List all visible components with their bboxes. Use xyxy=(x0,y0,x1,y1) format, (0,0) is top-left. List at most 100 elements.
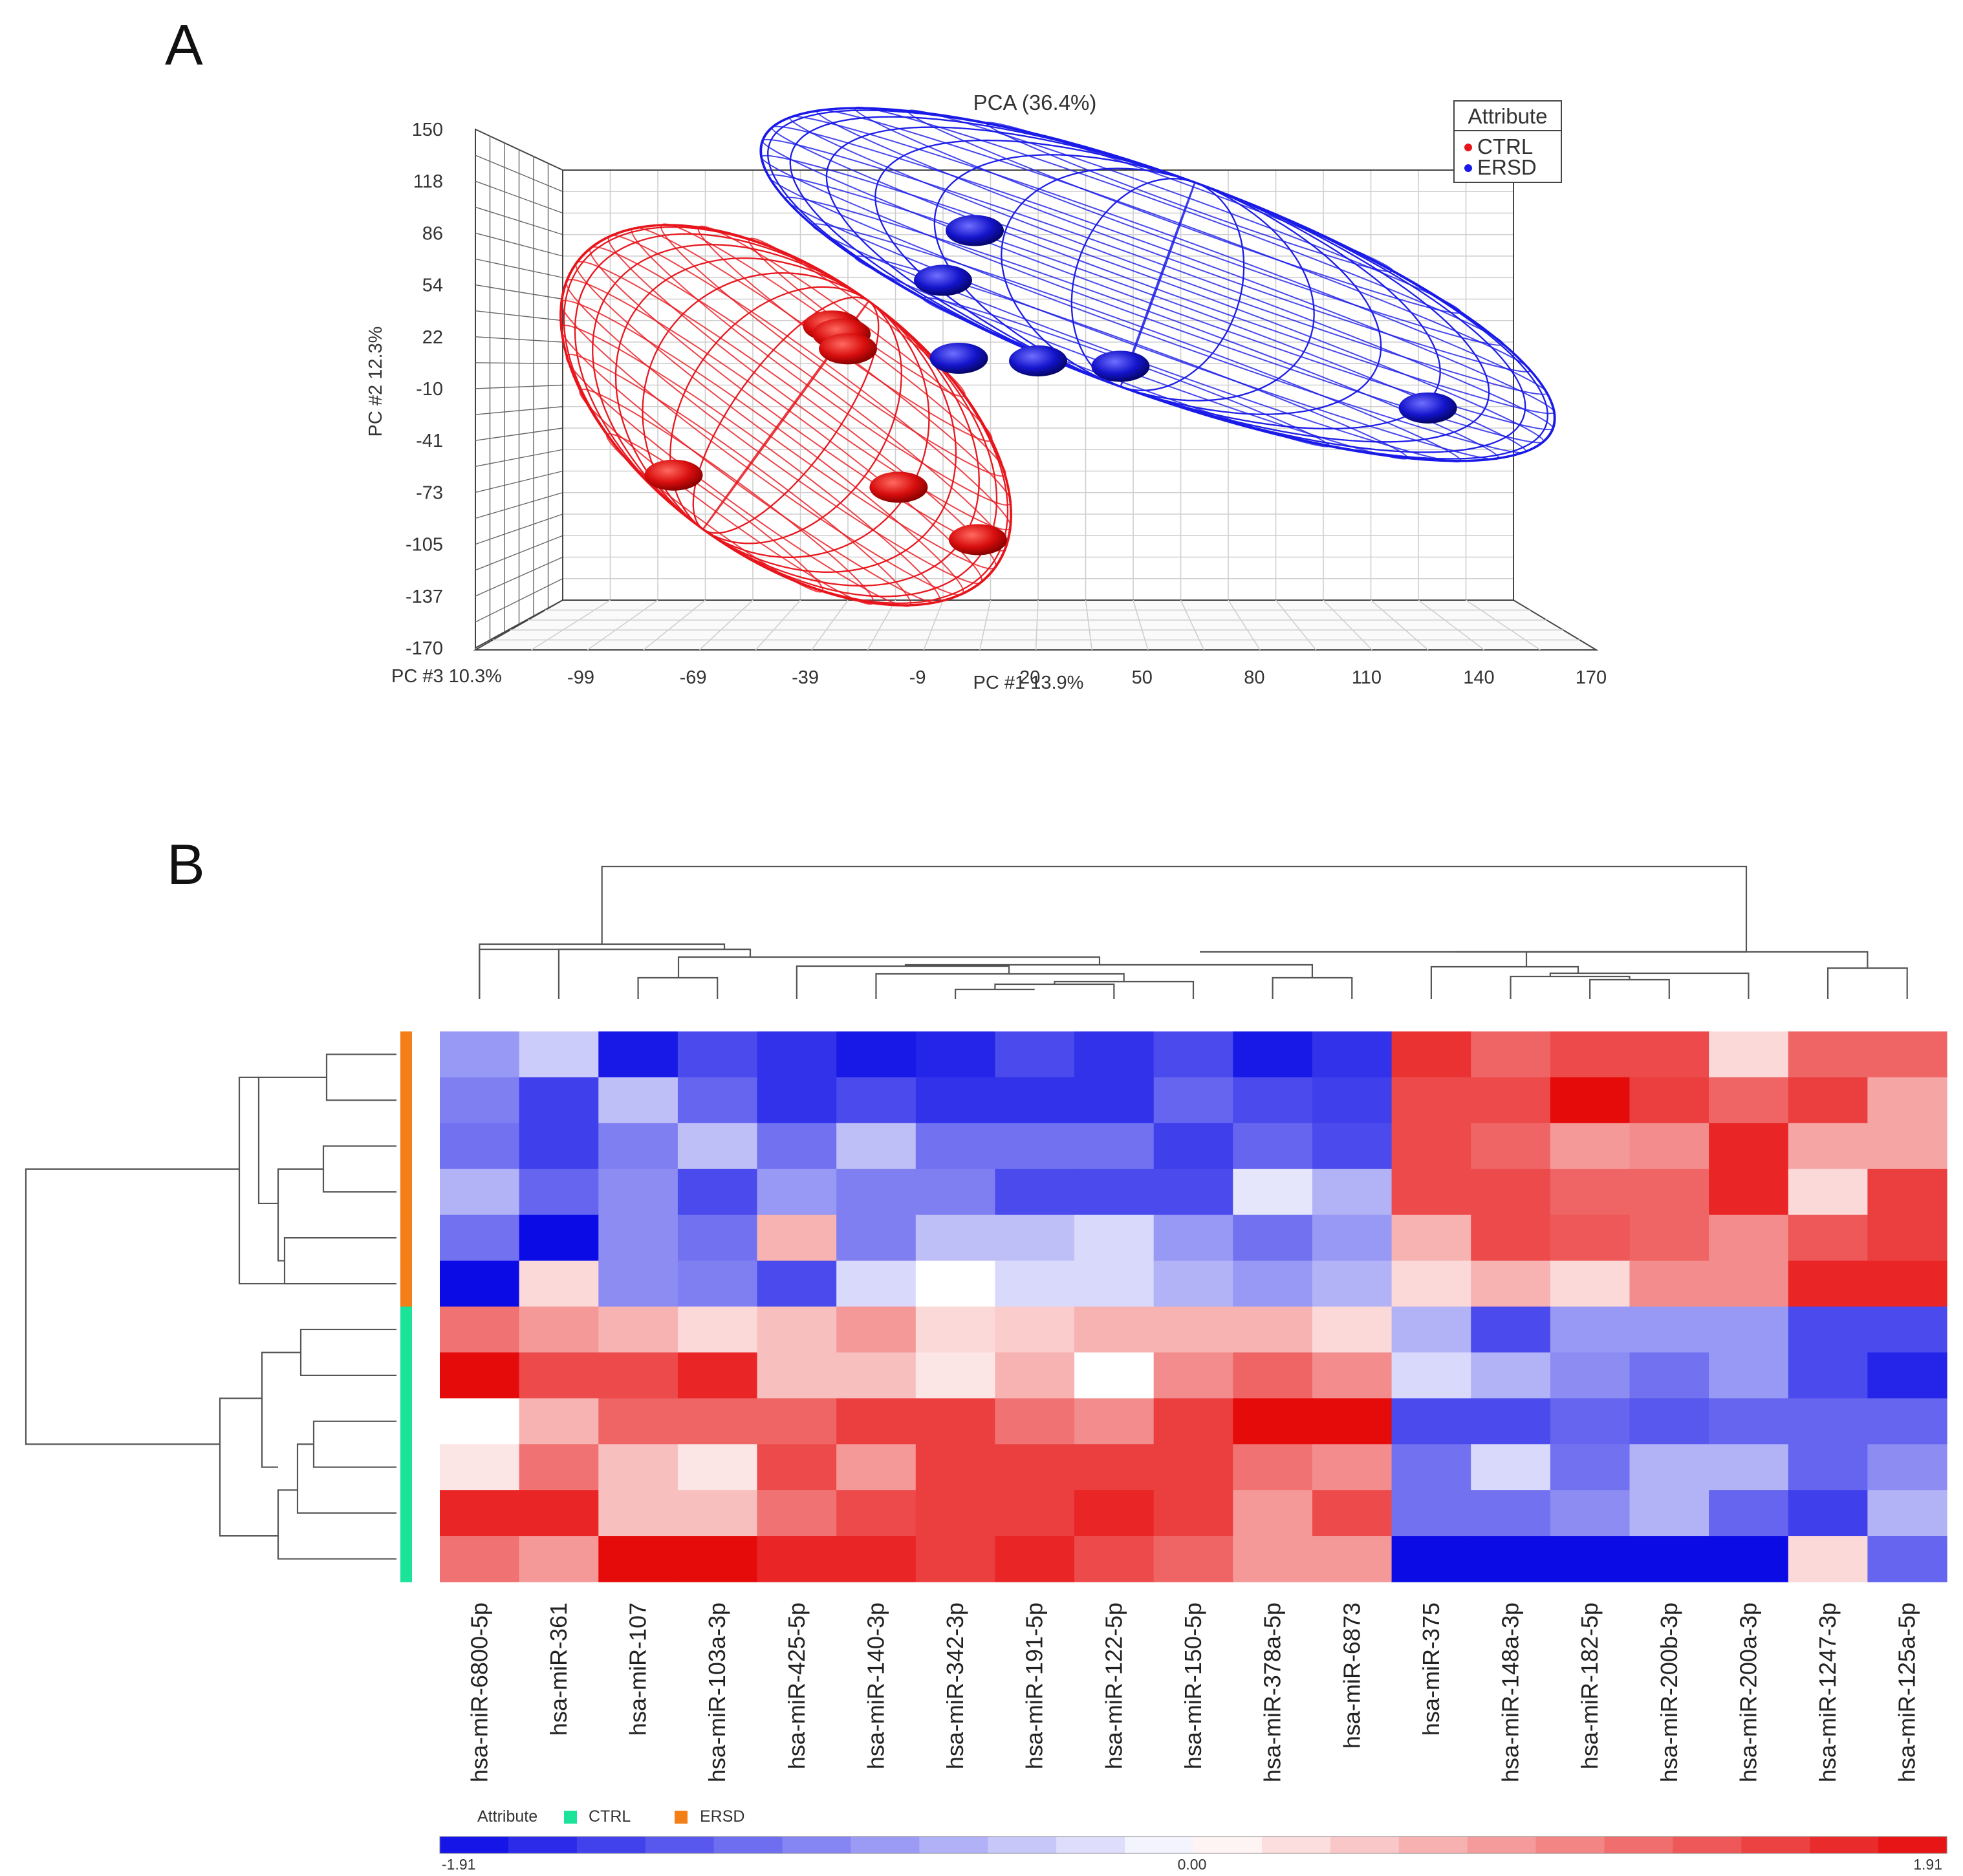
pca-floor-grid xyxy=(473,599,1599,651)
color-scale-step xyxy=(1741,1837,1810,1853)
color-scale-bar xyxy=(439,1836,1947,1854)
heatmap-cell xyxy=(836,1444,916,1491)
heatmap-cell xyxy=(757,1352,837,1399)
heatmap-cell xyxy=(995,1536,1075,1582)
ersd-ellipsoid-mesh xyxy=(759,106,1556,463)
heatmap-cell xyxy=(1153,1352,1233,1399)
color-scale-step xyxy=(1878,1837,1947,1853)
heatmap-cell xyxy=(1233,1398,1313,1445)
ctrl-sample-point xyxy=(869,471,928,503)
heatmap-cell xyxy=(1471,1169,1551,1216)
heatmap-cell xyxy=(1391,1352,1471,1399)
floor-grid-line xyxy=(1275,599,1317,651)
color-scale-step xyxy=(1673,1837,1742,1853)
dendro-link xyxy=(1549,972,1750,999)
heatmap-cell xyxy=(836,1031,916,1078)
heatmap-cell xyxy=(1074,1077,1155,1124)
heatmap-cell xyxy=(519,1214,599,1262)
mesh-outline xyxy=(759,107,1556,462)
heatmap-cell xyxy=(1550,1123,1631,1170)
heatmap-cell xyxy=(757,1214,837,1262)
heatmap-cell xyxy=(1867,1169,1947,1216)
pca-y-tick: 150 xyxy=(412,120,443,140)
column-label: hsa-miR-375 xyxy=(1418,1602,1444,1736)
heatmap-cell xyxy=(1709,1077,1789,1124)
row-group-marker xyxy=(400,1123,412,1170)
heatmap-cell xyxy=(440,1352,520,1399)
heatmap-cell xyxy=(836,1260,916,1308)
floor-grid-line xyxy=(867,599,896,651)
heatmap-cell xyxy=(519,1077,599,1124)
ellipsoid-wire xyxy=(759,106,1556,463)
floor-grid-line xyxy=(699,599,754,651)
heatmap-cell xyxy=(598,1352,678,1399)
heatmap-cell xyxy=(995,1398,1075,1445)
dendro-link xyxy=(1525,951,1869,968)
ctrl-sample-point xyxy=(644,459,703,491)
heatmap-cell xyxy=(1153,1260,1233,1308)
heatmap-cell xyxy=(1312,1077,1393,1124)
heatmap-cell xyxy=(1074,1536,1155,1582)
heatmap-cell xyxy=(1391,1260,1471,1308)
heatmap-cell xyxy=(677,1031,758,1078)
column-label: hsa-miR-6800-5p xyxy=(466,1602,492,1782)
dendro-link xyxy=(238,1076,396,1285)
color-scale-step xyxy=(988,1837,1057,1853)
column-label: hsa-miR-103a-3p xyxy=(704,1602,730,1782)
heatmap-cell xyxy=(1629,1490,1709,1536)
heatmap-cell xyxy=(1471,1214,1551,1262)
row-group-marker xyxy=(400,1444,412,1491)
heatmap-cell xyxy=(519,1490,599,1536)
color-scale-frame xyxy=(439,1836,1947,1854)
heatmap-cell xyxy=(1074,1214,1155,1262)
heatmap-cell xyxy=(1233,1123,1313,1170)
heatmap-cell xyxy=(440,1306,520,1353)
dendro-link xyxy=(558,948,750,999)
color-scale-step xyxy=(1056,1837,1125,1853)
floor-grid-line xyxy=(1180,599,1205,651)
heatmap-cell xyxy=(1788,1169,1868,1216)
floor-grid-line xyxy=(1370,599,1429,651)
pca-x-axis-label: PC #1 13.9% xyxy=(973,673,1084,693)
floor-grid-line xyxy=(1323,599,1372,651)
heatmap-cell xyxy=(1233,1260,1313,1308)
heatmap-cell xyxy=(1233,1077,1313,1124)
heatmap-cell xyxy=(519,1123,599,1170)
heatmap-cell xyxy=(1153,1398,1233,1445)
heatmap-cell xyxy=(1788,1260,1868,1308)
pca-legend-ersd: ERSD xyxy=(1477,155,1537,179)
heatmap-cell xyxy=(1312,1490,1393,1536)
heatmap-cell xyxy=(1867,1306,1947,1353)
pca-y-tick: 22 xyxy=(422,327,443,348)
heatmap-cell xyxy=(598,1306,678,1353)
heatmap-cell xyxy=(1867,1490,1947,1536)
heatmap-cell xyxy=(1629,1352,1709,1399)
heatmap-cell xyxy=(1709,1031,1789,1078)
column-label: hsa-miR-140-3p xyxy=(862,1602,889,1769)
heatmap-cell xyxy=(1867,1536,1947,1582)
heatmap-cell xyxy=(757,1031,837,1078)
color-scale-step xyxy=(1398,1837,1468,1853)
heatmap-cell xyxy=(1788,1352,1868,1399)
color-scale: -1.91 0.00 1.91 xyxy=(439,1836,1947,1873)
heatmap-cell xyxy=(1233,1536,1313,1582)
heatmap-cell xyxy=(1074,1444,1155,1491)
pca-legend-ctrl: CTRL xyxy=(1477,135,1533,158)
heatmap-cell xyxy=(440,1536,520,1582)
heatmap-cell xyxy=(915,1352,996,1399)
heatmap-cell xyxy=(1709,1352,1789,1399)
heatmap-cell xyxy=(1867,1077,1947,1124)
heatmap-cell xyxy=(1550,1444,1631,1491)
dendro-link xyxy=(1827,967,1908,999)
floor-grid-line xyxy=(1418,599,1485,651)
ersd-sample-point xyxy=(1398,392,1457,424)
heatmap-cell xyxy=(1391,1490,1471,1536)
heatmap-cell xyxy=(440,1031,520,1078)
heatmap-cell xyxy=(757,1398,837,1445)
heatmap-cell xyxy=(995,1306,1075,1353)
column-label: hsa-miR-182-5p xyxy=(1576,1602,1603,1769)
heatmap-cell xyxy=(915,1214,996,1262)
heatmap-attribute-title: Attribute xyxy=(477,1807,537,1826)
heatmap-cell xyxy=(1471,1123,1551,1170)
pca-y-tick: -41 xyxy=(416,431,443,451)
